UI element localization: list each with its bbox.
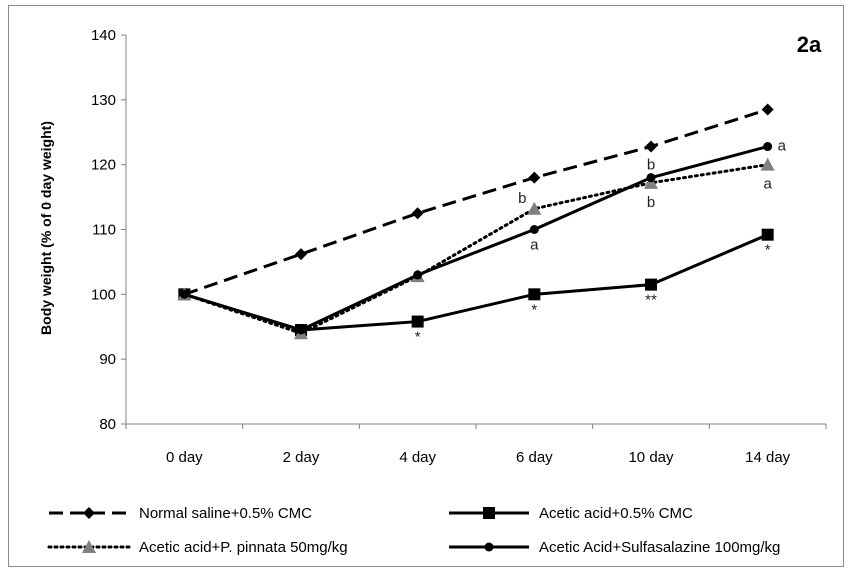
y-tick-label: 120 bbox=[91, 157, 116, 174]
legend-label: Acetic Acid+Sulfasalazine 100mg/kg bbox=[539, 539, 780, 556]
data-point bbox=[529, 225, 539, 234]
data-point bbox=[646, 173, 656, 183]
data-label: b bbox=[518, 190, 526, 207]
data-label: a bbox=[763, 176, 772, 193]
data-point bbox=[528, 171, 541, 184]
line-chart: 2a Body weight (% of 0 day weight) 80 90 1… bbox=[38, 27, 827, 556]
data-label: a bbox=[778, 138, 787, 155]
x-tick-label: 10 day bbox=[628, 449, 674, 466]
legend-label: Acetic acid+0.5% CMC bbox=[539, 505, 693, 522]
data-point bbox=[760, 157, 775, 171]
legend: Normal saline+0.5% CMC Acetic acid+0.5% C… bbox=[47, 505, 780, 556]
series-4: a b a bbox=[179, 138, 787, 335]
x-tick-label: 6 day bbox=[516, 449, 553, 466]
data-label: a bbox=[530, 237, 539, 254]
data-point bbox=[645, 140, 657, 153]
axes: 80 90 100 110 120 130 140 0 day 2 day 4 day 6 day 1… bbox=[91, 27, 827, 466]
series-2: ***** bbox=[178, 228, 774, 346]
data-point bbox=[761, 103, 774, 116]
legend-marker bbox=[484, 542, 494, 552]
y-tick-label: 80 bbox=[99, 416, 116, 433]
chart-title: 2a bbox=[797, 32, 822, 57]
data-point bbox=[413, 270, 423, 280]
data-point bbox=[761, 228, 774, 241]
legend-item: Acetic acid+P. pinnata 50mg/kg bbox=[47, 539, 348, 556]
series-line bbox=[183, 145, 769, 332]
x-tick-label: 2 day bbox=[283, 449, 320, 466]
data-point bbox=[644, 175, 658, 189]
data-label: * bbox=[765, 242, 771, 259]
legend-marker bbox=[83, 507, 95, 519]
series-3: b b a bbox=[177, 157, 775, 340]
legend-item: Acetic acid+0.5% CMC bbox=[449, 505, 693, 522]
y-axis-label: Body weight (% of 0 day weight) bbox=[38, 121, 54, 335]
data-point bbox=[763, 142, 773, 152]
data-label: * bbox=[531, 301, 537, 318]
data-point bbox=[411, 315, 424, 328]
data-point bbox=[645, 278, 657, 291]
chart-frame: 2a Body weight (% of 0 day weight) 80 90 1… bbox=[8, 5, 844, 567]
series-line bbox=[183, 233, 769, 332]
series-line bbox=[182, 163, 770, 335]
legend-marker bbox=[82, 540, 96, 553]
data-label: b bbox=[647, 157, 655, 174]
legend-label: Normal saline+0.5% CMC bbox=[139, 505, 312, 522]
legend-marker bbox=[483, 507, 495, 519]
data-point bbox=[295, 248, 307, 261]
legend-item: Acetic Acid+Sulfasalazine 100mg/kg bbox=[449, 539, 780, 556]
data-point bbox=[179, 289, 189, 299]
y-tick-label: 90 bbox=[99, 351, 116, 368]
y-tick-label: 110 bbox=[92, 222, 116, 239]
data-point bbox=[528, 288, 541, 301]
y-tick-label: 100 bbox=[91, 286, 116, 303]
y-tick-label: 140 bbox=[91, 27, 116, 44]
x-tick-label: 4 day bbox=[399, 449, 436, 466]
data-label: * bbox=[415, 329, 421, 346]
x-tick-label: 0 day bbox=[166, 449, 203, 466]
data-label: b bbox=[647, 194, 655, 211]
legend-item: Normal saline+0.5% CMC bbox=[49, 505, 312, 522]
legend-label: Acetic acid+P. pinnata 50mg/kg bbox=[139, 539, 348, 556]
data-point bbox=[527, 201, 542, 215]
data-point bbox=[411, 207, 424, 220]
data-point bbox=[296, 325, 306, 335]
y-tick-label: 130 bbox=[91, 92, 116, 109]
series-line bbox=[183, 108, 769, 296]
x-tick-label: 14 day bbox=[745, 449, 791, 466]
data-label: ** bbox=[645, 292, 657, 309]
